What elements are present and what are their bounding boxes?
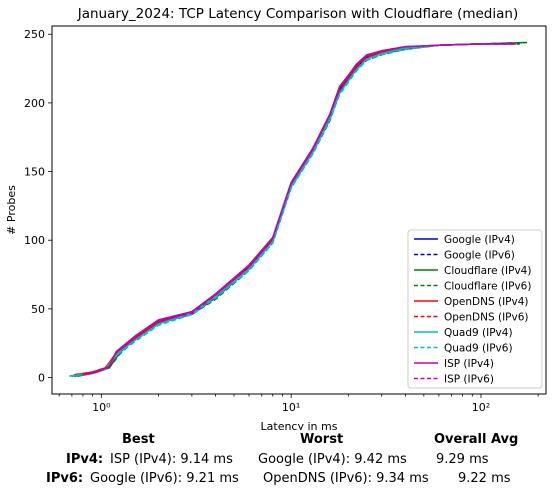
legend-entry-google-ipv4: Google (IPv4) xyxy=(444,234,515,246)
legend-box xyxy=(407,229,543,389)
legend-entry-opendns-ipv4: OpenDNS (IPv4) xyxy=(444,296,529,308)
stats-row-label: IPv6: xyxy=(46,471,84,486)
legend-entry-quad9-ipv4: Quad9 (IPv4) xyxy=(444,327,513,339)
stats-row-label: IPv4: xyxy=(66,452,104,467)
legend-entry-isp-ipv4: ISP (IPv4) xyxy=(444,358,494,370)
y-axis: 0 50 100 150 200 250 xyxy=(24,28,52,385)
x-tick-label: 10² xyxy=(472,401,490,414)
stats-row-ipv4-best: ISP (IPv4): 9.14 ms xyxy=(110,452,233,467)
y-tick-label: 50 xyxy=(31,303,45,316)
stats-header-avg: Overall Avg xyxy=(434,432,519,447)
chart-title: January_2024: TCP Latency Comparison wit… xyxy=(77,6,518,22)
legend-entry-google-ipv6: Google (IPv6) xyxy=(444,250,515,262)
y-tick-label: 0 xyxy=(38,372,45,385)
series-line-isp-ipv6 xyxy=(82,43,515,376)
stats-header-worst: Worst xyxy=(300,432,344,447)
y-tick-label: 100 xyxy=(24,234,45,247)
y-axis-label: # Probes xyxy=(5,185,18,235)
x-tick-label: 10⁰ xyxy=(92,401,111,414)
stats-row-ipv6-label: IPv6: xyxy=(46,471,83,486)
latency-chart: January_2024: TCP Latency Comparison wit… xyxy=(5,6,547,430)
stats-row-ipv4-worst: Google (IPv4): 9.42 ms xyxy=(258,452,407,467)
stats-header-best: Best xyxy=(122,432,155,447)
legend-entry-opendns-ipv6: OpenDNS (IPv6) xyxy=(444,312,529,324)
plot-frame xyxy=(51,25,547,395)
stats-row-ipv6-best: Google (IPv6): 9.21 ms xyxy=(90,471,239,486)
legend: Google (IPv4) Google (IPv6) Cloudflare (IP… xyxy=(407,229,543,389)
stats-row-ipv4-label: IPv4: xyxy=(66,452,103,467)
y-tick-label: 150 xyxy=(24,166,45,179)
plot-lines xyxy=(69,41,528,377)
stats-row-ipv6-worst: OpenDNS (IPv6): 9.34 ms xyxy=(263,471,429,486)
legend-entry-cloudflare-ipv6: Cloudflare (IPv6) xyxy=(444,281,531,293)
y-tick-label: 250 xyxy=(24,28,45,41)
x-axis-label: Latency in ms xyxy=(261,420,338,430)
x-tick-label: 10¹ xyxy=(282,401,300,414)
legend-entry-isp-ipv6: ISP (IPv6) xyxy=(444,374,494,386)
legend-entry-cloudflare-ipv4: Cloudflare (IPv4) xyxy=(444,265,531,277)
stats-row-ipv4-avg: 9.29 ms xyxy=(436,452,489,467)
series-line-quad9-ipv6 xyxy=(69,43,518,377)
x-axis: 10⁰ 10¹ 10² xyxy=(58,394,539,414)
y-tick-label: 200 xyxy=(24,97,45,110)
stats-row-ipv6-avg: 9.22 ms xyxy=(458,471,511,486)
legend-entry-quad9-ipv6: Quad9 (IPv6) xyxy=(444,343,513,355)
